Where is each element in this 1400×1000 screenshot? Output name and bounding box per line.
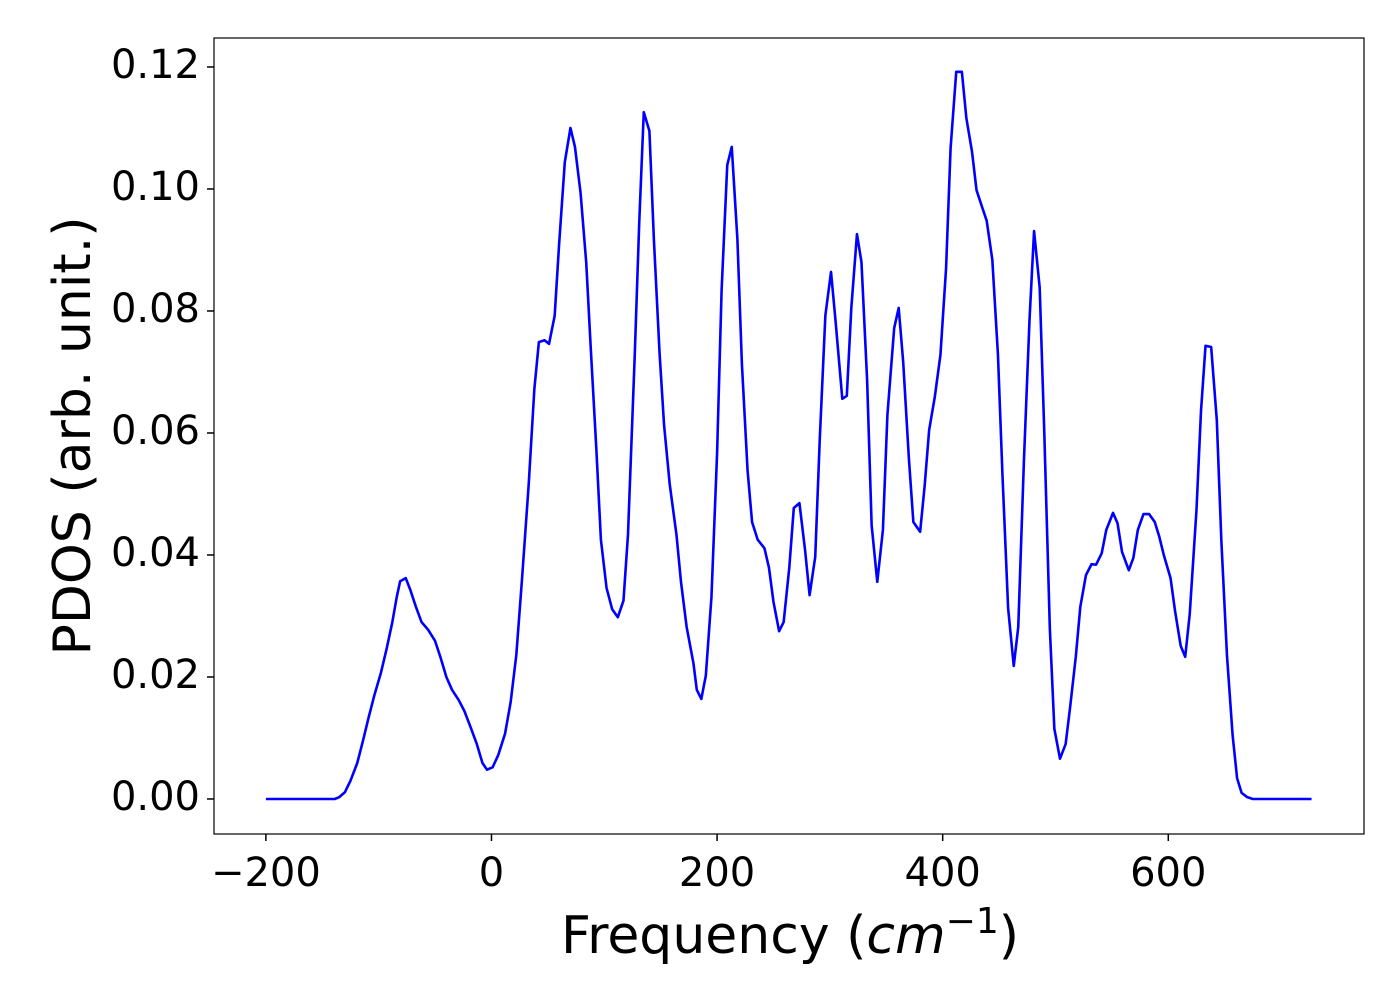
data-line — [265, 70, 1312, 801]
plot-frame — [213, 37, 1365, 835]
y-tick-label: 0.10 — [111, 164, 200, 210]
x-label-unit: cm — [866, 906, 945, 966]
x-label-text: Frequency ( — [561, 906, 866, 966]
y-tick-label: 0.00 — [111, 774, 200, 820]
y-tick-label: 0.06 — [111, 408, 200, 454]
y-tick-label: 0.12 — [111, 42, 200, 88]
y-tick-label: 0.08 — [111, 286, 200, 332]
y-tick-label: 0.04 — [111, 530, 200, 576]
x-axis-label: Frequency (cm−1) — [561, 901, 1019, 966]
y-axis-label: PDOS (arb. unit.) — [43, 216, 103, 655]
y-tick-label: 0.02 — [111, 652, 200, 698]
x-label-exponent: −1 — [946, 901, 999, 942]
x-tick-label: 400 — [905, 850, 981, 896]
x-tick-label: 600 — [1130, 850, 1206, 896]
x-tick-label: −200 — [211, 850, 321, 896]
x-label-text: ) — [999, 906, 1019, 966]
x-tick-label: 0 — [479, 850, 504, 896]
x-tick-label: 200 — [679, 850, 755, 896]
